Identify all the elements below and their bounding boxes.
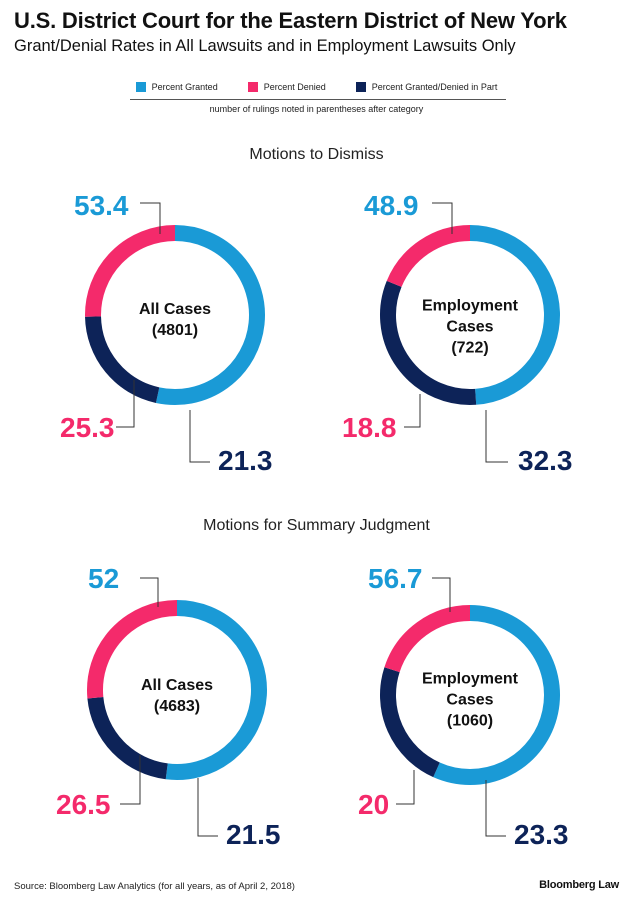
legend-item-in-part: Percent Granted/Denied in Part bbox=[355, 82, 498, 92]
legend-swatch-denied bbox=[247, 82, 258, 92]
donut-center-label: All Cases (4801) bbox=[95, 299, 255, 341]
data-label-in-part: 23.3 bbox=[514, 819, 569, 850]
donut-slice-in-part bbox=[87, 696, 168, 780]
data-label-in-part: 21.5 bbox=[226, 819, 281, 850]
brand-logo: Bloomberg Law bbox=[539, 879, 619, 891]
data-label-denied: 26.5 bbox=[56, 789, 111, 820]
legend-swatch-granted bbox=[135, 82, 146, 92]
donut-center-line: Employment bbox=[421, 297, 518, 315]
data-label-denied: 18.8 bbox=[342, 412, 397, 443]
donut-chart: 52 21.5 26.5 bbox=[56, 563, 281, 850]
leader-line bbox=[120, 755, 141, 805]
legend: Percent Granted Percent Denied Percent G… bbox=[0, 82, 633, 92]
data-label-denied: 20 bbox=[358, 789, 389, 820]
donut-slice-granted bbox=[469, 225, 560, 405]
leader-line bbox=[432, 202, 453, 234]
donut-center-line: (4683) bbox=[153, 698, 201, 715]
leader-line bbox=[197, 778, 218, 837]
leader-line bbox=[189, 410, 210, 463]
leader-line bbox=[485, 780, 506, 837]
donut-chart: 48.9 32.3 18.8 bbox=[342, 190, 573, 476]
data-label-in-part: 21.3 bbox=[218, 445, 273, 476]
donut-center-line: All Cases bbox=[140, 677, 214, 694]
data-label-granted: 48.9 bbox=[364, 190, 419, 221]
leader-line bbox=[396, 770, 415, 805]
donut-slice-denied bbox=[386, 225, 471, 288]
donut-center-line: Cases bbox=[446, 318, 494, 336]
legend-label-denied: Percent Denied bbox=[263, 82, 326, 92]
donut-center-line: Cases bbox=[446, 691, 494, 709]
data-label-granted: 53.4 bbox=[74, 190, 129, 221]
donut-slice-granted bbox=[165, 600, 267, 780]
donut-slice-granted bbox=[155, 225, 265, 405]
legend-label-granted: Percent Granted bbox=[151, 82, 218, 92]
chart-subtitle: Grant/Denial Rates in All Lawsuits and i… bbox=[14, 37, 516, 55]
data-label-in-part: 32.3 bbox=[518, 445, 573, 476]
donut-center-line: (4801) bbox=[151, 322, 199, 339]
source-note: Source: Bloomberg Law Analytics (for all… bbox=[14, 881, 295, 892]
legend-divider bbox=[130, 99, 506, 100]
legend-swatch-in-part bbox=[355, 82, 366, 92]
section-title-motions-to-dismiss: Motions to Dismiss bbox=[249, 146, 384, 163]
data-label-granted: 56.7 bbox=[368, 563, 423, 594]
legend-note: number of rulings noted in parentheses a… bbox=[209, 104, 424, 114]
donut-slice-denied bbox=[85, 225, 176, 317]
donut-center-label: Employment Cases (1060) bbox=[390, 669, 550, 732]
donut-center-label: Employment Cases (722) bbox=[390, 296, 550, 359]
leader-line bbox=[140, 577, 159, 607]
donut-slice-in-part bbox=[380, 667, 440, 778]
leader-line bbox=[404, 394, 421, 428]
leader-line bbox=[116, 380, 135, 428]
leader-line bbox=[432, 577, 451, 612]
donut-chart: 53.4 21.3 25.3 bbox=[60, 190, 273, 476]
donut-chart: 56.7 23.3 20 bbox=[358, 563, 569, 850]
donut-center-line: (722) bbox=[451, 339, 489, 357]
data-label-granted: 52 bbox=[88, 563, 119, 594]
donut-slice-denied bbox=[87, 600, 178, 699]
donut-center-label: All Cases (4683) bbox=[97, 675, 257, 717]
chart-title: U.S. District Court for the Eastern Dist… bbox=[14, 8, 567, 33]
legend-item-granted: Percent Granted bbox=[135, 82, 218, 92]
data-label-denied: 25.3 bbox=[60, 412, 115, 443]
leader-line bbox=[485, 410, 508, 463]
donut-slice-in-part bbox=[380, 280, 477, 405]
donut-slice-in-part bbox=[85, 316, 160, 403]
legend-item-denied: Percent Denied bbox=[247, 82, 326, 92]
donut-center-line: (1060) bbox=[446, 712, 494, 730]
leader-line bbox=[140, 202, 161, 234]
section-title-summary-judgment: Motions for Summary Judgment bbox=[203, 517, 430, 534]
donut-slice-denied bbox=[384, 605, 471, 673]
donut-slice-granted bbox=[433, 605, 560, 785]
legend-label-in-part: Percent Granted/Denied in Part bbox=[371, 82, 498, 92]
donut-center-line: Employment bbox=[421, 670, 518, 688]
donut-center-line: All Cases bbox=[138, 301, 212, 318]
